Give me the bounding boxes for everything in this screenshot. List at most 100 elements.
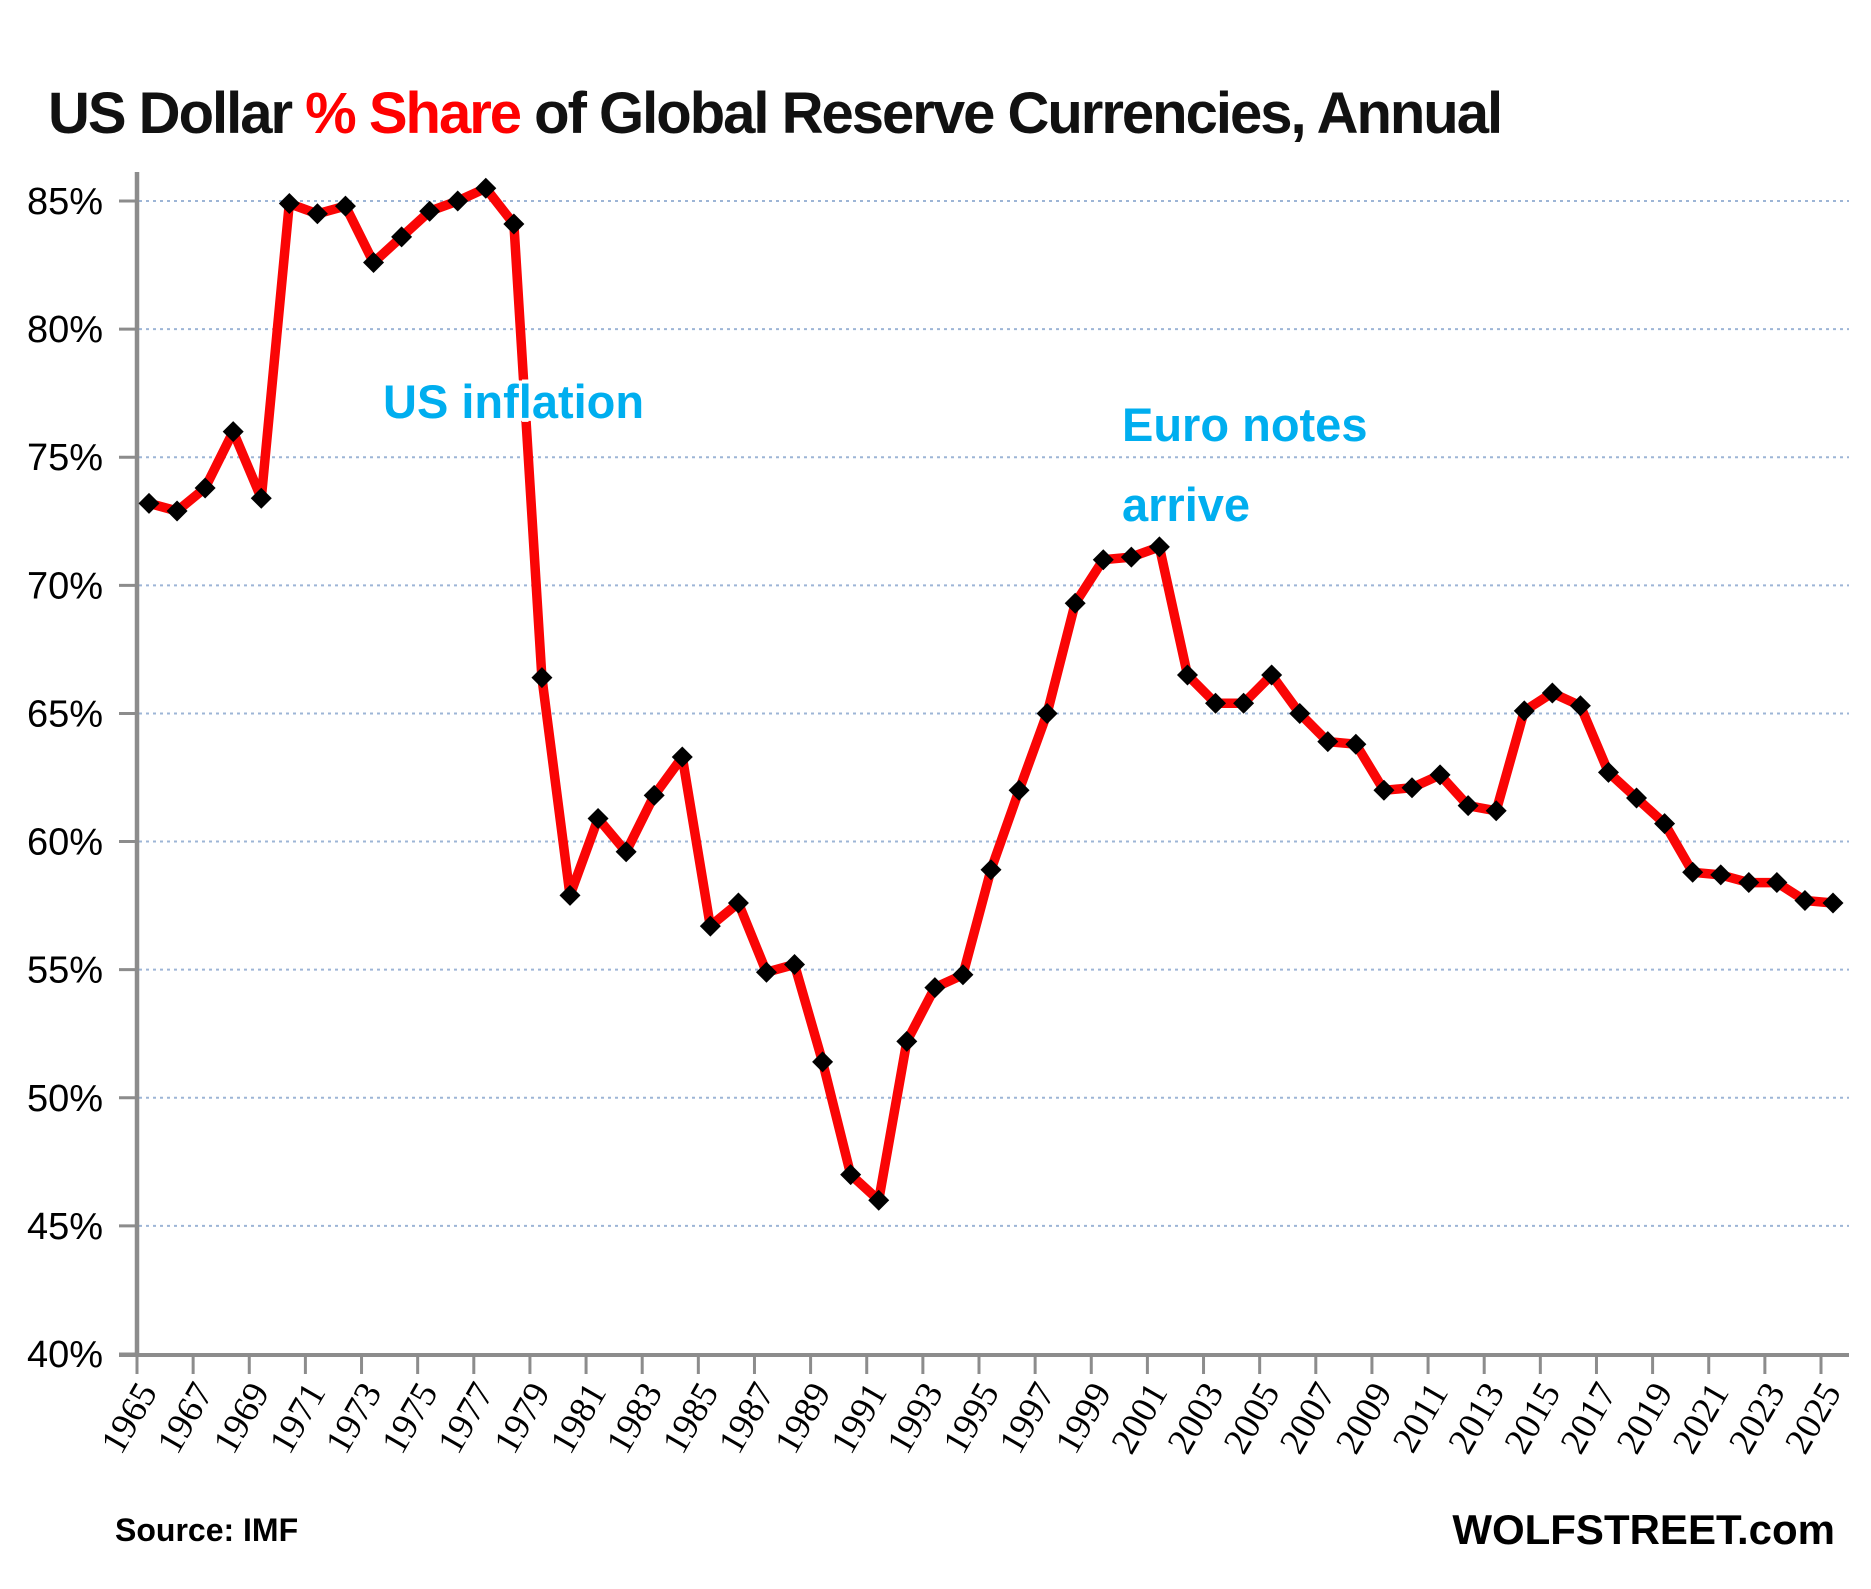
x-tick-label-1993: 1993	[879, 1376, 952, 1461]
data-point-1993	[924, 977, 946, 999]
x-tick-label-2021: 2021	[1665, 1376, 1738, 1461]
chart-title-prefix: US Dollar	[48, 81, 306, 146]
data-point-1976	[447, 190, 469, 212]
x-tick-label-2009: 2009	[1328, 1376, 1401, 1461]
data-point-2017	[1597, 761, 1619, 783]
data-point-1998	[1064, 592, 1086, 614]
data-point-2022	[1738, 872, 1760, 894]
x-tick-label-1989: 1989	[767, 1376, 840, 1461]
data-point-1994	[952, 964, 974, 986]
data-point-2011	[1429, 764, 1451, 786]
data-point-2015	[1541, 682, 1563, 704]
data-point-1981	[587, 807, 609, 829]
chart-title-highlight: % Share	[305, 81, 522, 146]
x-tick-label-2019: 2019	[1609, 1376, 1682, 1461]
data-point-1984	[671, 746, 693, 768]
x-tick-label-2003: 2003	[1160, 1376, 1233, 1461]
data-point-1996	[1008, 779, 1030, 801]
data-point-2014	[1513, 700, 1535, 722]
y-tick-label-65: 65%	[27, 693, 103, 735]
data-point-1974	[391, 226, 413, 248]
brand-label: WOLFSTREET.com	[1452, 1506, 1835, 1553]
data-point-1989	[812, 1051, 834, 1073]
x-tick-label-1975: 1975	[374, 1376, 447, 1461]
data-point-2003	[1205, 692, 1227, 714]
data-point-1972	[334, 195, 356, 217]
x-tick-label-2013: 2013	[1440, 1376, 1513, 1461]
data-point-2000	[1120, 546, 1142, 568]
x-tick-label-2001: 2001	[1104, 1376, 1177, 1461]
data-point-2001	[1148, 536, 1170, 558]
data-point-2013	[1485, 800, 1507, 822]
annotation-us-inflation: US inflation	[383, 375, 645, 428]
data-point-1979	[531, 667, 553, 689]
x-tick-label-2023: 2023	[1721, 1376, 1794, 1461]
x-tick-label-2025: 2025	[1777, 1376, 1850, 1461]
data-point-2020	[1682, 861, 1704, 883]
data-point-1985	[699, 915, 721, 937]
x-tick-label-1967: 1967	[149, 1376, 222, 1461]
x-tick-label-1971: 1971	[262, 1376, 335, 1461]
data-point-1973	[363, 251, 385, 273]
y-tick-label-75: 75%	[27, 437, 103, 479]
usd-share-series-line	[144, 183, 1838, 1206]
data-point-1986	[727, 892, 749, 914]
x-tick-label-1965: 1965	[93, 1376, 166, 1461]
data-point-2006	[1289, 702, 1311, 724]
y-tick-label-50: 50%	[27, 1078, 103, 1120]
chart-title-suffix: of Global Reserve Currencies, Annual	[520, 81, 1503, 146]
data-point-2016	[1569, 695, 1591, 717]
data-point-2019	[1654, 813, 1676, 835]
data-point-2025	[1822, 892, 1844, 914]
data-point-1988	[784, 954, 806, 976]
y-tick-label-60: 60%	[27, 822, 103, 864]
data-point-2023	[1766, 872, 1788, 894]
x-tick-label-1979: 1979	[486, 1376, 559, 1461]
data-point-1991	[868, 1189, 890, 1211]
data-point-1970	[278, 193, 300, 215]
data-point-2018	[1626, 787, 1648, 809]
x-tick-label-2005: 2005	[1216, 1376, 1289, 1461]
data-point-1969	[250, 487, 272, 509]
data-point-1997	[1036, 702, 1058, 724]
y-tick-label-55: 55%	[27, 950, 103, 992]
data-point-1982	[615, 841, 637, 863]
data-point-1975	[419, 200, 441, 222]
data-point-2021	[1710, 864, 1732, 886]
data-point-1987	[755, 961, 777, 983]
x-tick-label-1999: 1999	[1048, 1376, 1121, 1461]
x-tick-label-1991: 1991	[823, 1376, 896, 1461]
x-tick-label-1983: 1983	[598, 1376, 671, 1461]
x-tick-label-1985: 1985	[655, 1376, 728, 1461]
y-tick-label-70: 70%	[27, 565, 103, 607]
data-point-2007	[1317, 731, 1339, 753]
data-point-1977	[475, 177, 497, 199]
x-tick-label-1977: 1977	[430, 1376, 503, 1461]
data-point-1995	[980, 859, 1002, 881]
x-tick-label-1987: 1987	[711, 1376, 784, 1461]
data-point-2008	[1345, 733, 1367, 755]
y-tick-label-40: 40%	[27, 1334, 103, 1376]
x-tick-label-1995: 1995	[935, 1376, 1008, 1461]
x-tick-label-2011: 2011	[1385, 1376, 1457, 1459]
data-point-2005	[1261, 664, 1283, 686]
data-point-2024	[1794, 889, 1816, 911]
y-tick-label-45: 45%	[27, 1206, 103, 1248]
data-point-2004	[1233, 692, 1255, 714]
x-tick-label-2017: 2017	[1553, 1376, 1626, 1461]
x-tick-label-1981: 1981	[542, 1376, 615, 1461]
data-point-1999	[1092, 549, 1114, 571]
data-point-1983	[643, 784, 665, 806]
data-point-1971	[306, 203, 328, 225]
y-tick-label-85: 85%	[27, 181, 103, 223]
data-point-1980	[559, 884, 581, 906]
x-tick-label-1973: 1973	[318, 1376, 391, 1461]
x-tick-label-2015: 2015	[1497, 1376, 1570, 1461]
x-tick-label-1997: 1997	[991, 1376, 1064, 1461]
data-point-1968	[222, 421, 244, 443]
data-point-1965	[138, 492, 160, 514]
data-point-1992	[896, 1030, 918, 1052]
data-point-2010	[1401, 777, 1423, 799]
